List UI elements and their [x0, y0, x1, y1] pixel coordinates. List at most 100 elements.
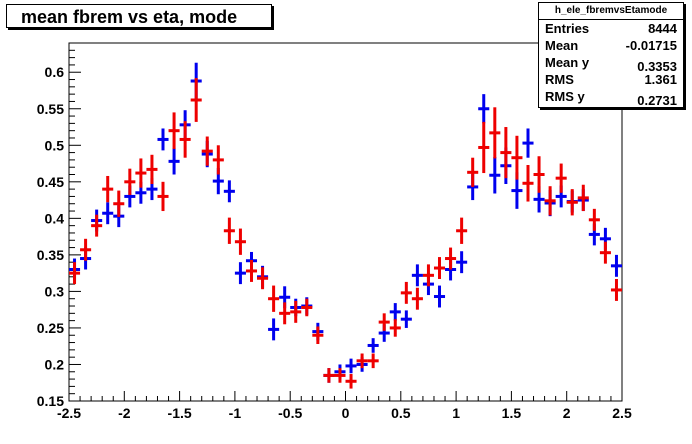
data-point	[301, 298, 313, 317]
data-point	[268, 285, 280, 312]
data-point	[456, 251, 468, 274]
data-point	[610, 278, 622, 301]
y-tick-label: 0.45	[37, 174, 64, 190]
data-point	[234, 228, 246, 255]
chart-title: mean fbrem vs eta, mode	[6, 4, 272, 28]
data-point	[268, 318, 280, 341]
x-tick-label: 0	[342, 405, 350, 421]
data-point	[190, 78, 202, 122]
data-point	[257, 267, 269, 290]
stats-row-entries: Entries 8444	[539, 20, 683, 37]
data-point	[522, 165, 534, 202]
data-point	[367, 338, 379, 353]
data-point	[467, 157, 479, 187]
data-point	[102, 202, 114, 225]
x-tick-label: 2.5	[612, 405, 632, 421]
y-tick-label: 0.15	[37, 393, 64, 409]
data-point	[146, 154, 158, 185]
data-point	[345, 358, 357, 374]
stats-box: h_ele_fbremvsEtamode Entries 8444 Mean -…	[538, 2, 684, 108]
data-point	[312, 326, 324, 345]
data-point	[533, 156, 545, 193]
data-point	[234, 262, 246, 285]
data-point	[489, 107, 501, 159]
y-tick-label: 0.4	[45, 210, 65, 226]
y-tick-label: 0.35	[37, 247, 64, 263]
data-point	[445, 247, 457, 270]
data-point	[223, 180, 235, 203]
stats-row-mean: Mean -0.01715	[539, 37, 683, 54]
stats-value: 8444	[648, 21, 677, 36]
stats-label: Entries	[545, 21, 590, 36]
data-point	[80, 238, 92, 261]
data-point	[91, 214, 103, 237]
data-point	[555, 163, 567, 193]
stats-value: 0.3353	[637, 59, 677, 74]
x-tick-label: -0.5	[278, 405, 302, 421]
data-point	[433, 285, 446, 308]
data-point	[245, 259, 258, 282]
data-point	[168, 148, 180, 175]
data-point	[411, 287, 423, 310]
data-point	[522, 128, 534, 158]
stats-value: 0.2731	[637, 93, 677, 108]
stats-row-mean-y: Mean y 0.3353	[539, 54, 683, 74]
data-point	[599, 241, 611, 264]
data-point	[610, 254, 622, 277]
stats-histogram-name: h_ele_fbremvsEtamode	[539, 3, 683, 20]
data-point	[212, 145, 224, 175]
data-point	[478, 121, 490, 174]
data-marks	[69, 62, 622, 389]
data-point	[179, 121, 191, 158]
data-point	[511, 135, 523, 180]
x-tick-label: -2.5	[57, 405, 81, 421]
data-point	[124, 168, 136, 195]
data-point	[168, 112, 180, 149]
data-point	[400, 281, 412, 304]
y-tick-label: 0.2	[45, 356, 65, 372]
data-point	[433, 257, 446, 279]
stats-label: Mean y	[545, 55, 590, 70]
data-point	[102, 175, 114, 203]
data-point	[356, 353, 368, 369]
x-tick-label: 2	[563, 405, 571, 421]
data-point	[378, 313, 390, 331]
data-point	[334, 368, 346, 383]
data-point	[367, 353, 379, 369]
data-point	[566, 189, 578, 216]
x-tick-label: 1.5	[502, 405, 522, 421]
data-point	[422, 264, 434, 287]
data-point	[279, 302, 291, 325]
data-point	[400, 310, 412, 328]
x-tick-label: -1	[229, 405, 242, 421]
data-point	[157, 128, 169, 151]
stats-row-rms-y: RMS y 0.2731	[539, 88, 683, 108]
data-point	[577, 184, 589, 212]
data-point	[411, 264, 423, 287]
data-point	[456, 217, 468, 244]
data-point	[223, 217, 235, 244]
data-point	[389, 319, 401, 337]
data-point	[345, 373, 357, 389]
x-tick-label: 1	[452, 405, 460, 421]
data-point	[588, 208, 600, 231]
y-tick-label: 0.55	[37, 101, 64, 117]
stats-row-rms: RMS 1.361	[539, 71, 683, 88]
y-tick-label: 0.3	[45, 283, 65, 299]
data-point	[389, 303, 401, 321]
axis-ticks	[68, 42, 623, 402]
y-tick-label: 0.25	[37, 320, 64, 336]
x-tick-label: 0.5	[391, 405, 411, 421]
stats-label: RMS y	[545, 89, 585, 104]
data-point	[489, 156, 501, 194]
data-point	[544, 186, 556, 216]
x-tick-label: -2	[118, 405, 131, 421]
data-point	[323, 368, 335, 383]
stats-value: -0.01715	[625, 38, 677, 53]
stats-label: RMS	[545, 72, 574, 87]
x-tick-label: -1.5	[168, 405, 192, 421]
data-point	[478, 94, 490, 124]
data-point	[500, 127, 512, 179]
plot-frame	[68, 42, 623, 402]
data-point	[69, 262, 81, 285]
